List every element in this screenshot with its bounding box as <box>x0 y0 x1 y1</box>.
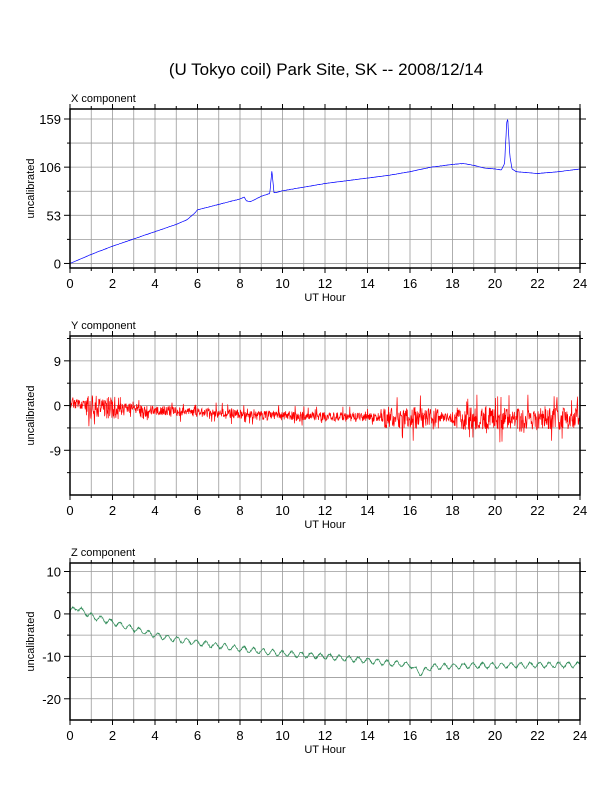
panel-3-x-tick-label: 20 <box>488 728 502 743</box>
chart-title: (U Tokyo coil) Park Site, SK -- 2008/12/… <box>169 60 483 79</box>
panel-3-x-tick-label: 18 <box>445 728 459 743</box>
panel-1-series-line <box>69 118 581 264</box>
panel-2-x-tick-label: 6 <box>194 503 201 518</box>
panel-3-x-tick-label: 16 <box>403 728 417 743</box>
panel-1-x-tick-label: 20 <box>488 276 502 291</box>
panel-2-x-tick-label: 8 <box>236 503 243 518</box>
panel-3-y-tick-label: -10 <box>42 649 61 664</box>
panel-3-x-tick-label: 2 <box>109 728 116 743</box>
panel-3-x-tick-label: 24 <box>573 728 587 743</box>
panel-3-series-line <box>69 605 581 677</box>
panel-1-x-tick-label: 6 <box>194 276 201 291</box>
panel-3-y-tick-label: 0 <box>54 607 61 622</box>
panel-2-x-tick-label: 20 <box>488 503 502 518</box>
panel-3-y-axis-title: uncalibrated <box>25 612 37 672</box>
panel-1-y-tick-label: 159 <box>39 112 61 127</box>
panel-2-y-tick-label: 9 <box>54 354 61 369</box>
panel-1-y-axis-title: uncalibrated <box>25 159 37 219</box>
panel-2-x-tick-label: 14 <box>360 503 374 518</box>
panel-1-x-tick-label: 16 <box>403 276 417 291</box>
panel-2-x-axis-title: UT Hour <box>304 519 346 531</box>
panel-1-x-tick-label: 24 <box>573 276 587 291</box>
panel-1-x-tick-label: 18 <box>445 276 459 291</box>
panel-3-x-tick-label: 4 <box>151 728 158 743</box>
panel-2-label: Y component <box>71 320 136 332</box>
panel-2-x-tick-label: 16 <box>403 503 417 518</box>
panel-2-x-tick-label: 4 <box>151 503 158 518</box>
panel-1-label: X component <box>71 93 136 105</box>
panel-3-x-tick-label: 10 <box>275 728 289 743</box>
panel-3-x-tick-label: 22 <box>530 728 544 743</box>
panel-2-x-tick-label: 0 <box>66 503 73 518</box>
panel-3-y-tick-label: -20 <box>42 692 61 707</box>
panel-1-x-tick-label: 22 <box>530 276 544 291</box>
panel-1-x-tick-label: 10 <box>275 276 289 291</box>
panel-2-y-axis-title: uncalibrated <box>25 386 37 446</box>
panel-1-x-tick-label: 2 <box>109 276 116 291</box>
panel-1-x-tick-label: 8 <box>236 276 243 291</box>
panel-2-x-tick-label: 18 <box>445 503 459 518</box>
panel-2-series-line <box>69 394 581 443</box>
panel-2-x-tick-label: 24 <box>573 503 587 518</box>
panel-3-x-tick-label: 12 <box>318 728 332 743</box>
panel-2-x-tick-label: 22 <box>530 503 544 518</box>
panel-2-x-tick-label: 10 <box>275 503 289 518</box>
panel-2-y-tick-label: 0 <box>54 399 61 414</box>
panel-2-x-tick-label: 2 <box>109 503 116 518</box>
panel-1-y-tick-label: 53 <box>47 208 61 223</box>
panel-3-x-tick-label: 6 <box>194 728 201 743</box>
panel-1-x-tick-label: 12 <box>318 276 332 291</box>
panel-1-x-tick-label: 14 <box>360 276 374 291</box>
panel-2-y-tick-label: -9 <box>49 443 61 458</box>
panel-3-x-tick-label: 14 <box>360 728 374 743</box>
panel-1-y-tick-label: 106 <box>39 160 61 175</box>
panel-3-x-tick-label: 0 <box>66 728 73 743</box>
panel-1-x-axis-title: UT Hour <box>304 292 346 304</box>
panel-1-x-tick-label: 4 <box>151 276 158 291</box>
panel-3-x-tick-label: 8 <box>236 728 243 743</box>
panel-3-x-axis-title: UT Hour <box>304 744 346 756</box>
panel-1-x-tick-label: 0 <box>66 276 73 291</box>
panel-2-x-tick-label: 12 <box>318 503 332 518</box>
panel-1-y-tick-label: 0 <box>54 256 61 271</box>
panel-3-y-tick-label: 10 <box>47 564 61 579</box>
panel-3-label: Z component <box>71 547 135 559</box>
